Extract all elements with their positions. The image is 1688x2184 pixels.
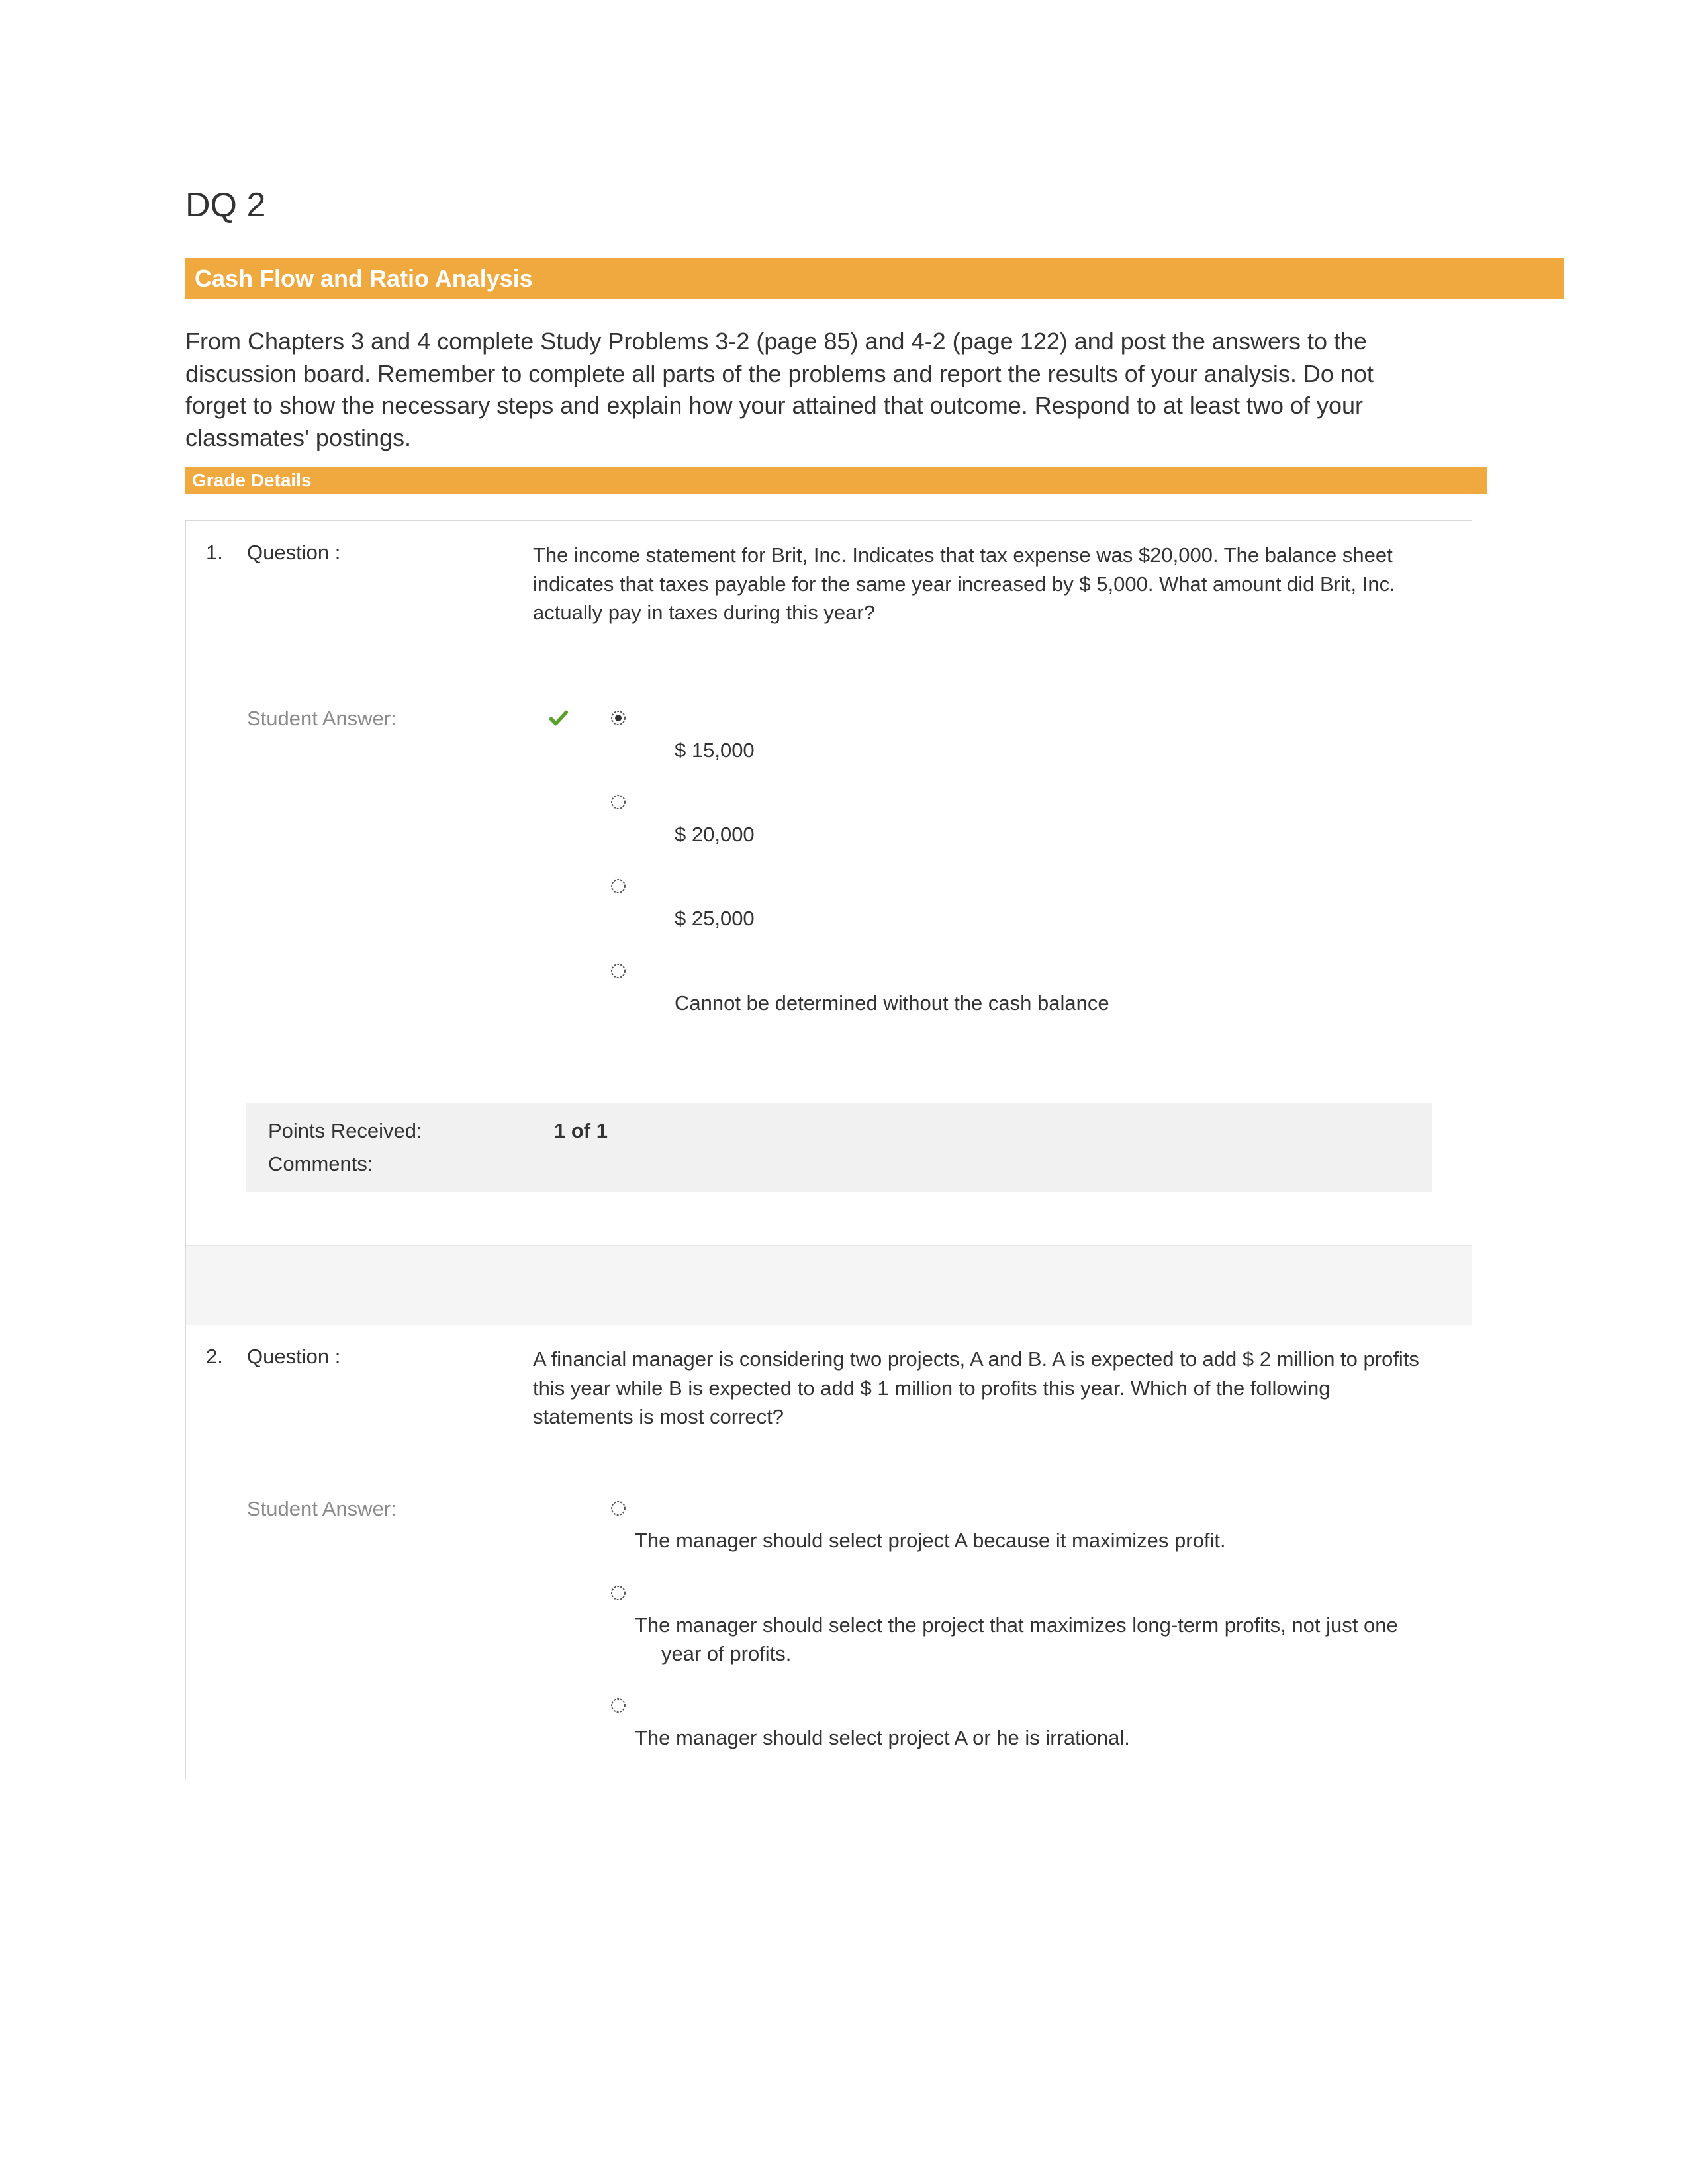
page-root: DQ 2 Cash Flow and Ratio Analysis From C… <box>0 0 1688 2184</box>
question-label: Question : <box>247 541 533 565</box>
answer-option: The manager should select project A beca… <box>582 1497 1425 1555</box>
radio-icon[interactable] <box>608 875 628 895</box>
radio-icon[interactable] <box>608 960 628 979</box>
option-text: The manager should select the project th… <box>608 1611 1425 1668</box>
answer-options: The manager should select project A beca… <box>582 1497 1452 1779</box>
separator-strip <box>186 1246 1472 1325</box>
option-text: $ 25,000 <box>582 904 1425 933</box>
question-block: 1. Question : The income statement for B… <box>186 521 1472 1325</box>
grade-details-bar: Grade Details <box>185 467 1487 494</box>
separator-strip <box>186 1205 1472 1246</box>
question-header-row: 2. Question : A financial manager is con… <box>206 1345 1452 1431</box>
radio-icon[interactable] <box>608 791 628 811</box>
question-prompt: The income statement for Brit, Inc. Indi… <box>533 541 1452 627</box>
option-text: Cannot be determined without the cash ba… <box>582 989 1425 1017</box>
answer-option: $ 25,000 <box>582 875 1425 933</box>
question-prompt: A financial manager is considering two p… <box>533 1345 1452 1431</box>
student-answer-label: Student Answer: <box>247 1497 533 1521</box>
correct-check-column <box>533 707 582 729</box>
points-box: Points Received: 1 of 1 Comments: <box>246 1103 1432 1192</box>
answer-option: The manager should select the project th… <box>582 1582 1425 1668</box>
question-number: 1. <box>206 541 247 565</box>
question-number: 2. <box>206 1345 247 1369</box>
comments-label: Comments: <box>268 1152 554 1176</box>
section-title-bar: Cash Flow and Ratio Analysis <box>185 258 1564 299</box>
answer-option: $ 15,000 <box>582 707 1425 764</box>
question-header-row: 1. Question : The income statement for B… <box>206 541 1452 627</box>
radio-icon[interactable] <box>608 1694 628 1714</box>
option-text: The manager should select project A beca… <box>582 1526 1425 1555</box>
option-text: $ 20,000 <box>582 820 1425 848</box>
grade-panel: 1. Question : The income statement for B… <box>185 520 1472 1778</box>
question-label: Question : <box>247 1345 533 1369</box>
option-text: The manager should select project A or h… <box>582 1723 1425 1752</box>
question-block: 2. Question : A financial manager is con… <box>186 1325 1472 1779</box>
student-answer-section: Student Answer: $ 15,000 <box>206 707 1452 1044</box>
answer-option: Cannot be determined without the cash ba… <box>582 960 1425 1017</box>
radio-icon[interactable] <box>608 1497 628 1517</box>
page-title: DQ 2 <box>185 185 1503 225</box>
answer-option: The manager should select project A or h… <box>582 1694 1425 1752</box>
student-answer-section: Student Answer: The manager should selec… <box>206 1497 1452 1779</box>
assignment-description: From Chapters 3 and 4 complete Study Pro… <box>185 326 1403 454</box>
points-received-value: 1 of 1 <box>554 1119 608 1143</box>
radio-icon[interactable] <box>608 1582 628 1602</box>
student-answer-label: Student Answer: <box>247 707 533 731</box>
option-text: $ 15,000 <box>582 736 1425 764</box>
answer-options: $ 15,000 $ 20,000 <box>582 707 1452 1044</box>
answer-option: $ 20,000 <box>582 791 1425 848</box>
radio-icon[interactable] <box>608 707 628 727</box>
checkmark-icon <box>547 707 570 729</box>
points-received-label: Points Received: <box>268 1119 554 1143</box>
